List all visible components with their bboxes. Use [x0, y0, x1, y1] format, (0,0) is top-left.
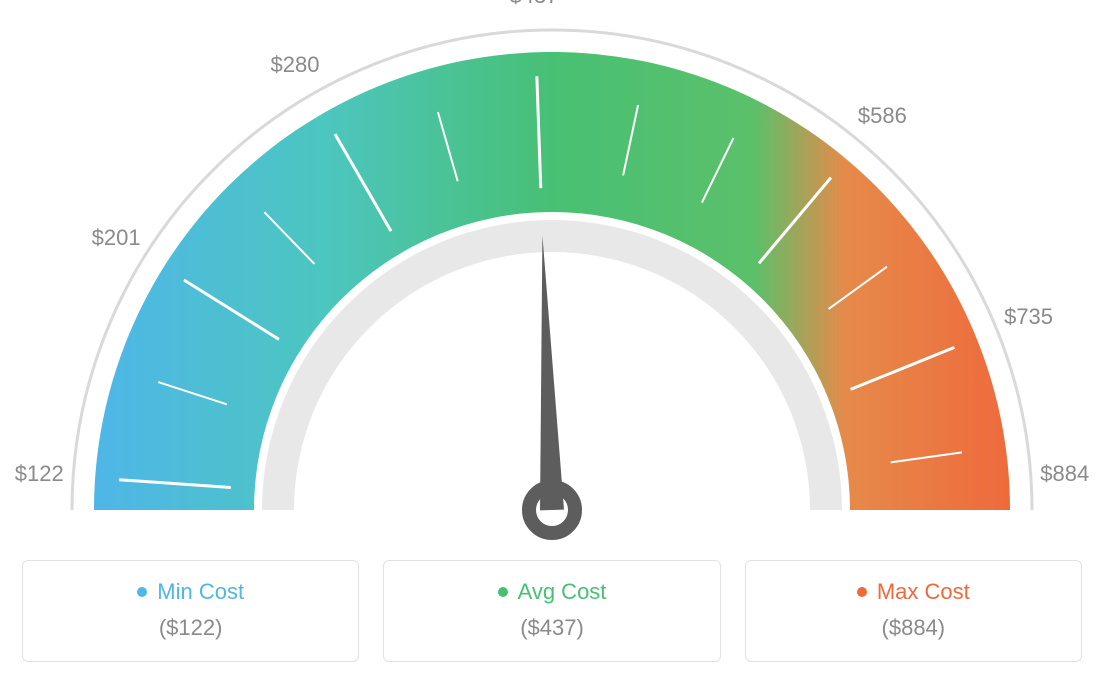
legend-max-value: ($884) [756, 615, 1071, 641]
legend-avg: Avg Cost ($437) [383, 560, 720, 662]
gauge-tick-label: $201 [92, 225, 141, 251]
legend-min: Min Cost ($122) [22, 560, 359, 662]
dot-icon [498, 587, 508, 597]
legend-avg-title-text: Avg Cost [518, 579, 607, 605]
legend-max-title: Max Cost [857, 579, 970, 605]
gauge-svg [22, 20, 1082, 560]
legend-avg-title: Avg Cost [498, 579, 607, 605]
legend-avg-value: ($437) [394, 615, 709, 641]
legend-max-title-text: Max Cost [877, 579, 970, 605]
legend-row: Min Cost ($122) Avg Cost ($437) Max Cost… [22, 560, 1082, 662]
gauge-tick-label: $122 [15, 461, 64, 487]
legend-min-title-text: Min Cost [157, 579, 244, 605]
dot-icon [857, 587, 867, 597]
legend-max: Max Cost ($884) [745, 560, 1082, 662]
legend-min-title: Min Cost [137, 579, 244, 605]
legend-min-value: ($122) [33, 615, 348, 641]
gauge-tick-label: $735 [1004, 304, 1053, 330]
gauge-tick-label: $280 [271, 52, 320, 78]
gauge-tick-label: $586 [858, 103, 907, 129]
cost-gauge: $122$201$280$437$586$735$884 [22, 20, 1082, 560]
gauge-tick-label: $884 [1040, 461, 1089, 487]
dot-icon [137, 587, 147, 597]
gauge-tick-label: $437 [510, 0, 559, 9]
